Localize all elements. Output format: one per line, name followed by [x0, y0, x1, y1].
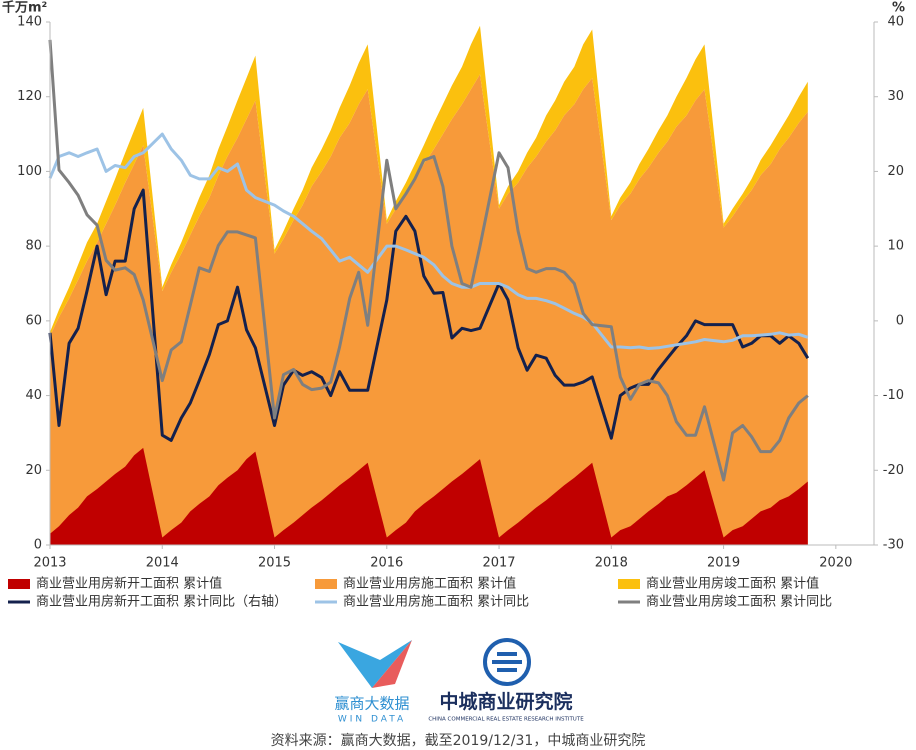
- legend-label: 商业营业用房竣工面积 累计同比: [646, 594, 832, 610]
- y-unit: 千万m²: [2, 0, 47, 16]
- logo-icon: [483, 638, 531, 686]
- legend-swatch: [315, 579, 337, 589]
- y-tick-label: 120: [17, 89, 42, 104]
- line: [48, 132, 809, 350]
- line: [48, 188, 810, 442]
- logo-text: 中城商业研究院: [439, 690, 572, 713]
- y2-tick-label: 10: [887, 239, 904, 254]
- legend-label: 商业营业用房竣工面积 累计值: [646, 576, 819, 592]
- area: [50, 74, 808, 546]
- line: [48, 39, 809, 482]
- logo-icon: [338, 640, 412, 688]
- y2-tick-label: -30: [883, 538, 904, 553]
- logo-subtext: WIN DATA: [338, 715, 406, 725]
- y2-tick-label: 0: [896, 313, 904, 328]
- legend-label: 商业营业用房新开工面积 累计值: [36, 576, 222, 592]
- legend-label: 商业营业用房施工面积 累计值: [343, 576, 516, 592]
- logo-text: 赢商大数据: [334, 695, 409, 713]
- y-tick-label: 60: [25, 313, 42, 328]
- logo-subtext: CHINA COMMERCIAL REAL ESTATE RESEARCH IN…: [428, 717, 584, 723]
- x-tick-label: 2016: [370, 556, 403, 571]
- area: [50, 25, 808, 336]
- logo-win: [338, 640, 412, 688]
- x-tick-label: 2017: [482, 556, 515, 571]
- y-tick-label: 0: [34, 538, 42, 553]
- x-tick-label: 2018: [595, 556, 628, 571]
- x-tick-label: 2019: [707, 556, 740, 571]
- y-tick-label: 140: [17, 15, 42, 30]
- x-tick-label: 2020: [819, 556, 852, 571]
- x-tick-label: 2015: [258, 556, 291, 571]
- logo-cc: [483, 638, 531, 686]
- y2-tick-label: -10: [883, 388, 904, 403]
- y-tick-label: 100: [17, 164, 42, 179]
- y-tick-label: 20: [25, 463, 42, 478]
- y2-unit: %: [892, 1, 905, 16]
- logo-icon: [372, 640, 412, 688]
- legend-label: 商业营业用房施工面积 累计同比: [343, 594, 529, 610]
- y2-tick-label: -20: [883, 463, 904, 478]
- x-tick-label: 2014: [146, 556, 179, 571]
- legend-swatch: [618, 579, 640, 589]
- y2-tick-label: 20: [887, 164, 904, 179]
- y-tick-label: 80: [25, 239, 42, 254]
- logo-icon: [492, 652, 522, 672]
- plot: [48, 25, 810, 546]
- y2-tick-label: 30: [887, 89, 904, 104]
- source: 资料来源：赢商大数据，截至2019/12/31，中城商业研究院: [271, 732, 646, 749]
- y-tick-label: 40: [25, 388, 42, 403]
- y2-tick-label: 40: [887, 15, 904, 30]
- legend-swatch: [8, 579, 30, 589]
- x-tick-label: 2013: [33, 556, 66, 571]
- area: [50, 447, 808, 545]
- legend-label: 商业营业用房新开工面积 累计同比（右轴）: [36, 594, 287, 610]
